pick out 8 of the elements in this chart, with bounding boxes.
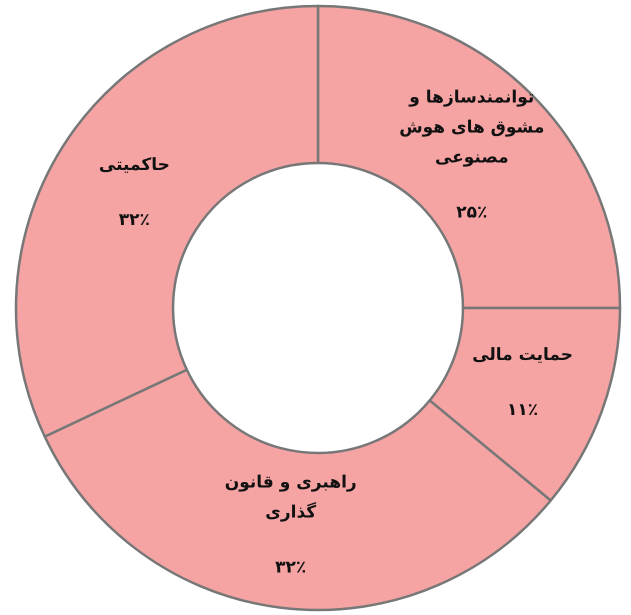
slice-label: توانمندسازها و مشوق های هوش مصنوعی bbox=[399, 88, 544, 168]
slice-label: راهبری و قانون گذاری bbox=[224, 472, 357, 522]
data-label: ۲۵٪ bbox=[456, 202, 488, 223]
data-label: ۳۲٪ bbox=[118, 210, 150, 230]
data-label: ۳۲٪ bbox=[275, 557, 306, 578]
data-label: ۱۱٪ bbox=[507, 400, 538, 420]
slice-label: حمایت مالی bbox=[472, 345, 574, 366]
slice-label: حاکمیتی bbox=[98, 154, 170, 175]
